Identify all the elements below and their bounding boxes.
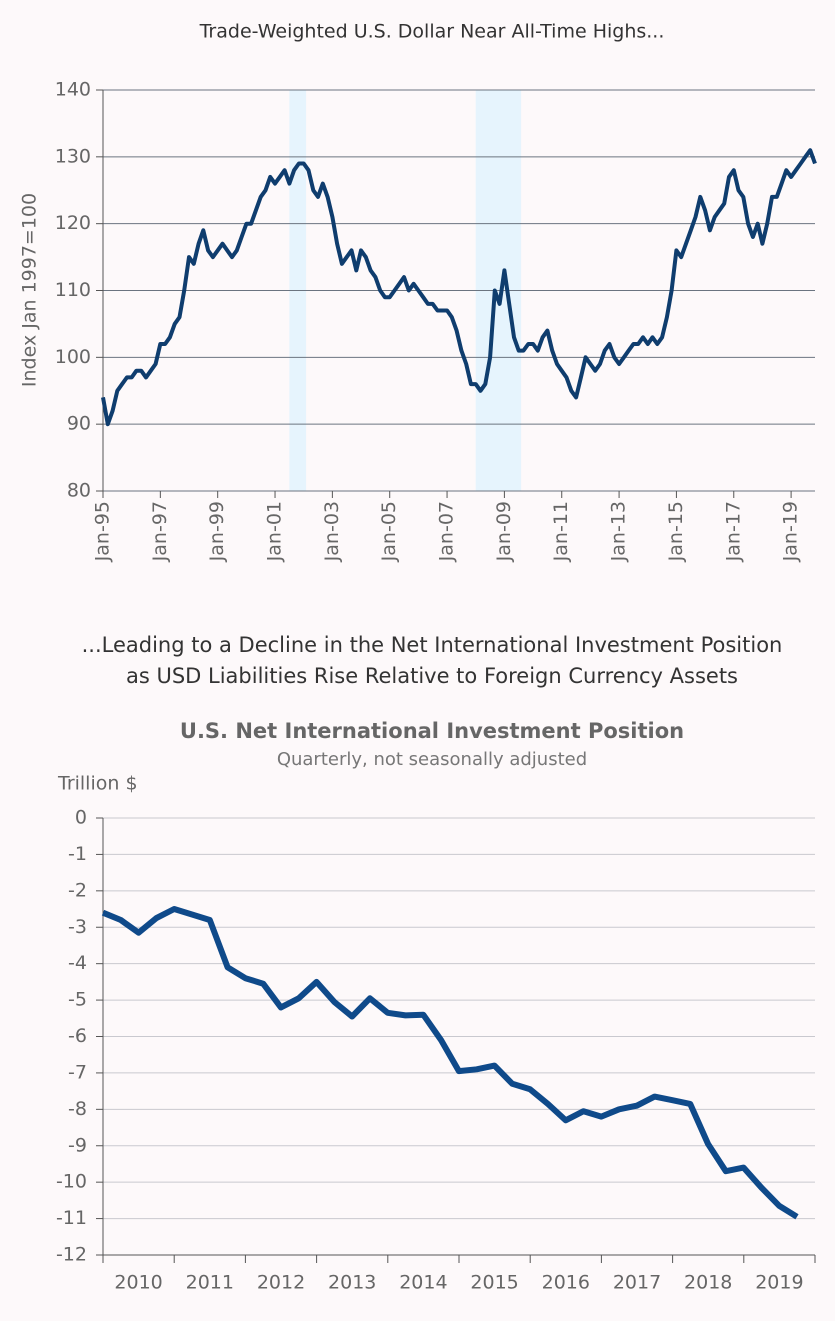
y-tick-label: 120 bbox=[55, 212, 91, 234]
x-tick-label: Jan-97 bbox=[149, 501, 171, 562]
y-axis-label: Index Jan 1997=100 bbox=[19, 193, 41, 387]
y-tick-label: 80 bbox=[67, 480, 91, 502]
y-tick-label: 90 bbox=[67, 413, 91, 435]
x-tick-label: 2018 bbox=[684, 1272, 732, 1294]
line-series bbox=[101, 148, 817, 427]
y-tick-label: 0 bbox=[75, 807, 87, 829]
y-tick-label: -8 bbox=[68, 1098, 87, 1120]
y-tick-label: 110 bbox=[55, 279, 91, 301]
y-tick-label: -10 bbox=[56, 1171, 87, 1193]
y-tick-label: -4 bbox=[68, 952, 87, 974]
x-tick-label: Jan-19 bbox=[780, 501, 802, 562]
y-tick-label: -7 bbox=[68, 1061, 87, 1083]
x-tick-label: Jan-13 bbox=[608, 501, 630, 562]
x-tick-label: Jan-99 bbox=[206, 501, 228, 562]
y-tick-label: -11 bbox=[56, 1207, 87, 1229]
x-tick-label: 2013 bbox=[328, 1272, 376, 1294]
x-tick-label: 2014 bbox=[399, 1272, 447, 1294]
y-tick-label: -2 bbox=[68, 879, 87, 901]
x-tick-label: Jan-05 bbox=[378, 501, 400, 562]
y-axis-label: Trillion $ bbox=[57, 773, 138, 795]
x-tick-label: 2019 bbox=[755, 1272, 803, 1294]
header: ...Leading to a Decline in the Net Inter… bbox=[82, 633, 783, 657]
y-tick-label: -5 bbox=[68, 989, 87, 1011]
x-tick-label: Jan-15 bbox=[665, 501, 687, 562]
y-tick-label: -6 bbox=[68, 1025, 87, 1047]
chart-subtitle: Quarterly, not seasonally adjusted bbox=[277, 749, 587, 770]
y-tick-label: -3 bbox=[68, 916, 87, 938]
x-tick-label: Jan-11 bbox=[550, 501, 572, 562]
y-tick-label: -12 bbox=[56, 1244, 87, 1266]
x-tick-label: 2011 bbox=[186, 1272, 234, 1294]
x-tick-label: Jan-01 bbox=[264, 501, 286, 562]
x-tick-label: 2010 bbox=[114, 1272, 162, 1294]
x-tick-label: Jan-17 bbox=[722, 501, 744, 562]
y-tick-label: 100 bbox=[55, 346, 91, 368]
header: as USD Liabilities Rise Relative to Fore… bbox=[126, 664, 738, 688]
x-tick-label: Jan-09 bbox=[493, 501, 515, 562]
x-tick-label: 2012 bbox=[257, 1272, 305, 1294]
y-tick-label: -1 bbox=[68, 843, 87, 865]
chart-title: Trade-Weighted U.S. Dollar Near All-Time… bbox=[199, 21, 665, 43]
x-tick-label: Jan-03 bbox=[321, 501, 343, 562]
chart-title: U.S. Net International Investment Positi… bbox=[180, 719, 684, 743]
line-series bbox=[101, 906, 799, 1220]
x-tick-label: Jan-07 bbox=[436, 501, 458, 562]
x-tick-label: 2016 bbox=[542, 1272, 590, 1294]
y-tick-label: 130 bbox=[55, 145, 91, 167]
y-tick-label: -9 bbox=[68, 1134, 87, 1156]
x-tick-label: Jan-95 bbox=[92, 501, 114, 562]
x-tick-label: 2015 bbox=[470, 1272, 518, 1294]
y-tick-label: 140 bbox=[55, 79, 91, 101]
x-tick-label: 2017 bbox=[613, 1272, 661, 1294]
